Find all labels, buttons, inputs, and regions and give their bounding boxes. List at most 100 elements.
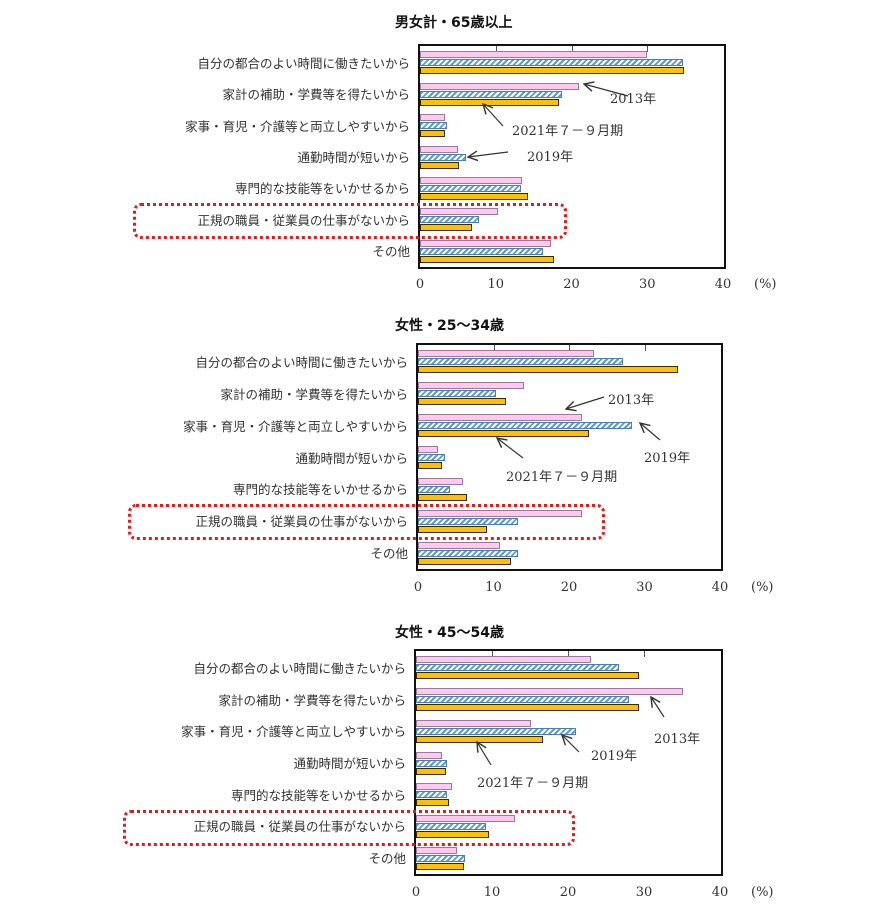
x-tick-label: 40 <box>711 885 729 900</box>
bar-2019 <box>420 247 544 255</box>
bar-2013 <box>416 751 442 759</box>
x-tick-label: 0 <box>411 885 421 900</box>
bar-2019 <box>420 122 448 130</box>
bar-2019 <box>418 485 451 493</box>
x-tick-label: 10 <box>485 580 502 595</box>
highlight-box <box>133 203 567 239</box>
category-label: 自分の都合のよい時間に働きたいから <box>193 660 406 676</box>
category-label: 家計の補助・学費等を得たいから <box>222 87 410 103</box>
bar-2019 <box>418 422 632 430</box>
category-label: 専門的な技能等をいかせるから <box>230 787 406 803</box>
series-annotation: 2021年７－９月期 <box>512 124 624 139</box>
highlight-box <box>123 810 575 846</box>
bar-2013 <box>420 82 580 90</box>
bar-2021 <box>418 557 511 565</box>
bar-2021 <box>416 830 489 838</box>
series-annotation: 2021年７－９月期 <box>506 470 618 485</box>
category-label: 家事・育児・介護等と両立しやすいから <box>185 118 410 134</box>
bar-2019 <box>418 454 446 461</box>
category-label: 専門的な技能等をいかせるから <box>232 482 408 498</box>
bar-2013 <box>418 509 582 517</box>
bar-2021 <box>416 862 464 870</box>
series-annotation: 2013年 <box>608 393 655 408</box>
series-annotation: 2013年 <box>610 92 657 107</box>
x-tick-label: 0 <box>415 277 425 292</box>
bar-2021 <box>418 366 678 374</box>
bar-2021 <box>418 525 487 533</box>
bar-2021 <box>420 224 472 232</box>
x-tick <box>492 651 493 657</box>
series-annotation: 2013年 <box>654 732 701 747</box>
series-annotation: 2019年 <box>644 451 691 466</box>
bar-2021 <box>420 67 685 75</box>
arrow-icon <box>497 438 524 459</box>
bar-2021 <box>420 130 445 138</box>
category-label: 自分の都合のよい時間に働きたいから <box>197 55 410 71</box>
bar-2019 <box>418 517 519 525</box>
x-tick-label: 40 <box>714 277 732 292</box>
bar-2019 <box>420 90 562 98</box>
bar-2013 <box>416 814 515 822</box>
x-tick <box>644 651 645 657</box>
bar-2013 <box>420 51 648 59</box>
series-annotation: 2021年７－９月期 <box>477 776 589 791</box>
x-tick-label: 40 <box>711 580 729 595</box>
arrow-icon <box>477 742 492 766</box>
category-label: 専門的な技能等をいかせるから <box>234 181 410 197</box>
bar-2013 <box>418 446 439 453</box>
x-tick-label: 30 <box>636 580 653 595</box>
bar-2019 <box>420 153 467 161</box>
x-tick-label: 30 <box>635 885 653 900</box>
bar-2013 <box>418 382 524 390</box>
bar-2019 <box>416 759 448 767</box>
highlight-box <box>128 504 605 540</box>
chart-title: 女性・45～54歳 <box>395 625 504 641</box>
x-tick <box>647 46 649 52</box>
arrow-icon <box>566 396 605 409</box>
bar-2019 <box>416 696 629 704</box>
bar-2021 <box>418 430 590 438</box>
bar-2019 <box>420 216 480 224</box>
x-tick <box>571 46 573 52</box>
series-annotation: 2019年 <box>527 150 574 165</box>
category-label: 通勤時間が短いから <box>295 450 408 466</box>
bar-2019 <box>416 664 619 672</box>
arrow-icon <box>562 735 580 753</box>
bar-2013 <box>420 114 445 122</box>
category-label: 正規の職員・従業員の仕事がないから <box>193 819 406 835</box>
x-tick-label: 10 <box>483 885 501 900</box>
category-label: 通勤時間が短いから <box>297 150 410 165</box>
chart-title: 女性・25～34歳 <box>395 318 504 334</box>
bar-2019 <box>416 854 466 862</box>
bar-2013 <box>420 176 523 184</box>
category-label: 正規の職員・従業員の仕事がないから <box>197 212 410 228</box>
plot-area <box>416 343 723 571</box>
category-label: 家事・育児・介護等と両立しやすいから <box>183 418 408 434</box>
category-label: その他 <box>370 546 408 562</box>
category-label: 自分の都合のよい時間に働きたいから <box>195 354 408 370</box>
bar-2021 <box>416 799 449 807</box>
x-tick-label: 30 <box>638 277 656 292</box>
bar-2013 <box>418 477 464 485</box>
bar-2019 <box>420 184 521 192</box>
bar-2019 <box>416 727 577 735</box>
bar-2013 <box>418 414 582 422</box>
arrow-icon <box>640 423 661 441</box>
x-tick <box>495 46 497 52</box>
bar-2013 <box>416 688 683 696</box>
bar-2013 <box>416 656 591 664</box>
bar-2013 <box>416 846 458 854</box>
x-tick-label: 20 <box>563 277 580 292</box>
arrow-icon <box>483 104 504 127</box>
bar-2021 <box>420 255 555 263</box>
bar-2013 <box>418 350 594 358</box>
arrow-icon <box>468 152 509 157</box>
bar-2019 <box>418 390 496 398</box>
x-tick-label: 20 <box>560 580 578 595</box>
x-axis-unit: (%) <box>751 580 774 595</box>
bar-2019 <box>416 822 486 830</box>
bar-2019 <box>418 549 519 557</box>
bar-2021 <box>420 192 528 200</box>
bar-2021 <box>418 493 468 501</box>
